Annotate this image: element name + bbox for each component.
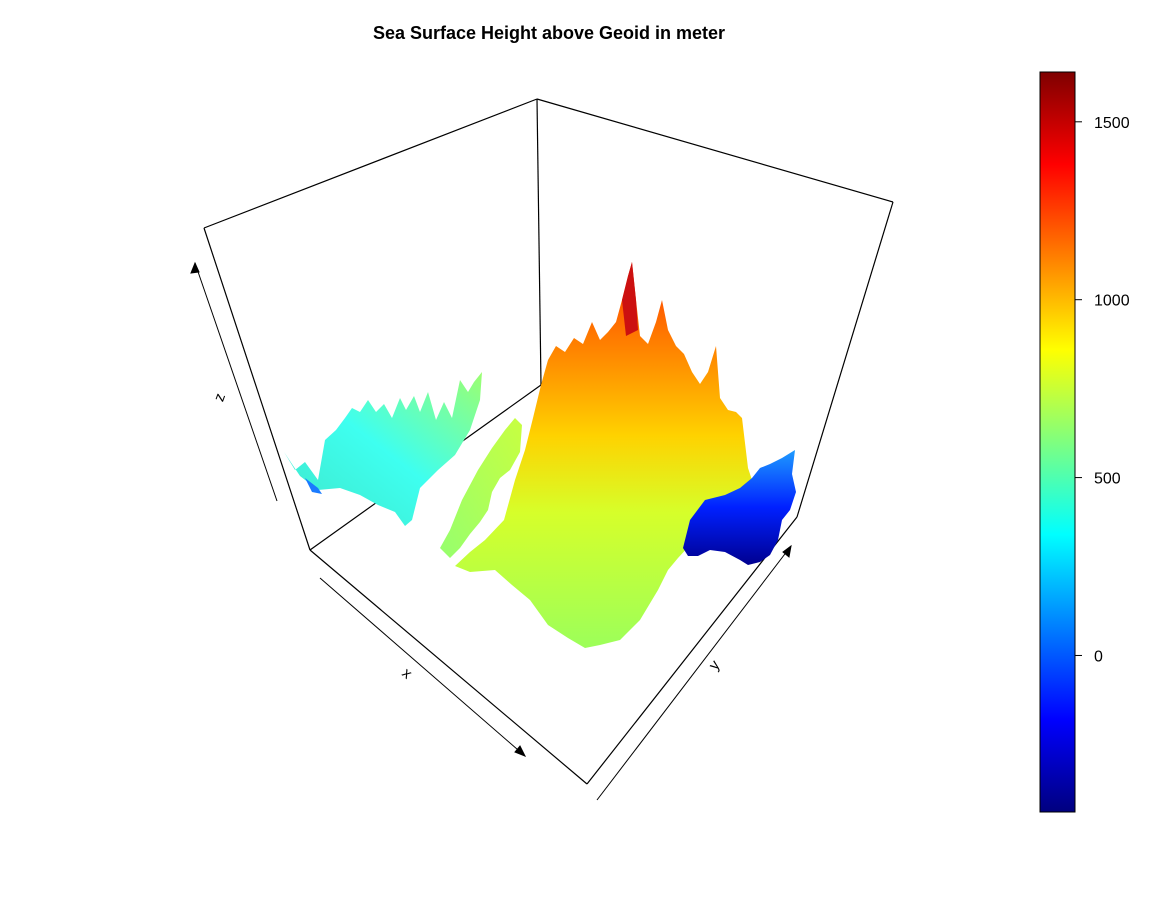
y-axis-arrowhead xyxy=(782,544,792,558)
colorbar-tick-label: 1500 xyxy=(1094,115,1130,132)
surface-middle-region xyxy=(440,418,522,558)
chart-title: Sea Surface Height above Geoid in meter xyxy=(373,23,725,43)
axis-arrows xyxy=(190,261,792,801)
colorbar: 0 500 1000 1500 xyxy=(1039,71,1130,813)
z-axis-arrow xyxy=(194,262,278,502)
y-axis-label: y xyxy=(705,657,723,674)
surface-main-region xyxy=(455,262,752,648)
box-edge xyxy=(796,201,894,518)
surface-left-blue-edge xyxy=(305,478,322,494)
colorbar-tick-label: 0 xyxy=(1094,648,1103,665)
box-edge xyxy=(309,549,588,785)
surface-right-region xyxy=(683,450,796,565)
y-axis-arrow xyxy=(596,545,792,801)
z-axis-arrowhead xyxy=(190,261,200,274)
colorbar-tick-label: 500 xyxy=(1094,471,1121,488)
surface xyxy=(284,262,796,648)
surface-left-region xyxy=(284,372,482,526)
x-axis-arrowhead xyxy=(514,745,527,757)
x-axis-label: x xyxy=(399,665,416,683)
surface-peak-spike xyxy=(622,262,638,336)
z-axis-label: z xyxy=(211,391,230,404)
colorbar-ticks: 0 500 1000 1500 xyxy=(1075,115,1130,665)
box-edge xyxy=(586,516,798,785)
colorbar-tick-label: 1000 xyxy=(1094,293,1130,310)
x-axis-arrow xyxy=(319,577,526,757)
colorbar-gradient xyxy=(1039,71,1076,813)
box-edge xyxy=(536,98,894,203)
box-edge xyxy=(203,227,311,551)
box-edge xyxy=(536,98,542,386)
box-edge xyxy=(203,98,538,229)
